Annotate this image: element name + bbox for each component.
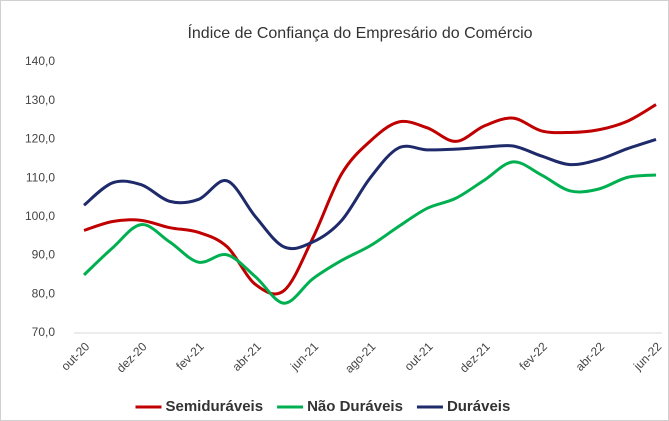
legend-label: Não Duráveis <box>307 398 403 415</box>
y-tick-label: 100,0 <box>25 209 55 223</box>
series-line <box>83 103 657 296</box>
y-tick-label: 90,0 <box>32 248 56 262</box>
y-tick-label: 110,0 <box>26 170 55 184</box>
series-line <box>82 160 657 305</box>
series-line <box>83 138 657 251</box>
legend-label: Semiduráveis <box>166 398 264 415</box>
chart-title: Índice de Confiança do Empresário do Com… <box>187 23 532 42</box>
y-tick-label: 120,0 <box>25 132 55 146</box>
legend-label: Duráveis <box>447 398 510 415</box>
y-tick-label: 130,0 <box>25 93 55 107</box>
y-tick-label: 140,0 <box>25 54 55 68</box>
y-tick-label: 80,0 <box>32 286 56 300</box>
y-tick-label: 70,0 <box>32 325 56 339</box>
